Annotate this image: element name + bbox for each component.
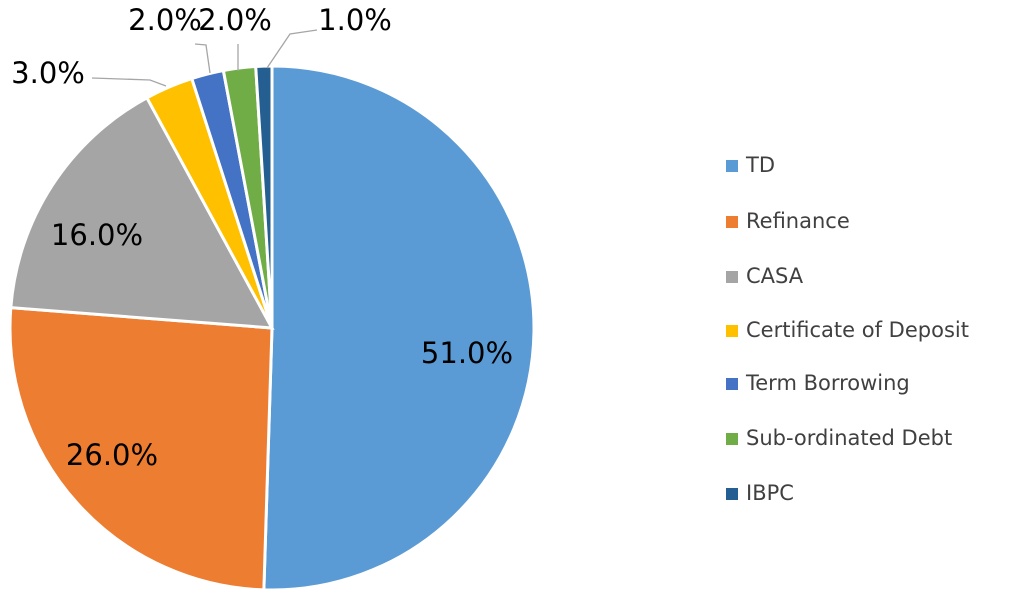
legend-swatch	[726, 271, 738, 283]
legend-label: Sub-ordinated Debt	[746, 426, 952, 450]
data-label: 2.0%	[198, 3, 272, 37]
legend-swatch	[726, 378, 738, 390]
legend-label: TD	[745, 153, 775, 177]
data-label: 26.0%	[66, 438, 158, 472]
legend-swatch	[726, 488, 738, 500]
data-label: 2.0%	[128, 3, 202, 37]
legend-swatch	[726, 433, 738, 445]
leader-line	[91, 77, 167, 87]
legend-label: CASA	[746, 264, 804, 288]
data-label: 1.0%	[318, 3, 392, 37]
legend-label: Term Borrowing	[745, 371, 910, 395]
data-label: 51.0%	[421, 336, 513, 370]
legend-swatch	[726, 160, 738, 172]
pie-slice	[9, 95, 275, 330]
leader-line	[194, 43, 211, 74]
legend-label: Certificate of Deposit	[746, 318, 969, 342]
legend-swatch	[726, 325, 738, 337]
data-label: 3.0%	[11, 56, 85, 90]
pie-slice	[254, 64, 274, 329]
leader-line	[266, 29, 318, 69]
legend-swatch	[726, 216, 738, 228]
pie-slice	[262, 64, 536, 590]
data-label: 16.0%	[51, 218, 143, 252]
legend-label: Refinance	[746, 209, 850, 233]
legend-label: IBPC	[746, 481, 794, 505]
pie-slice	[8, 306, 274, 590]
